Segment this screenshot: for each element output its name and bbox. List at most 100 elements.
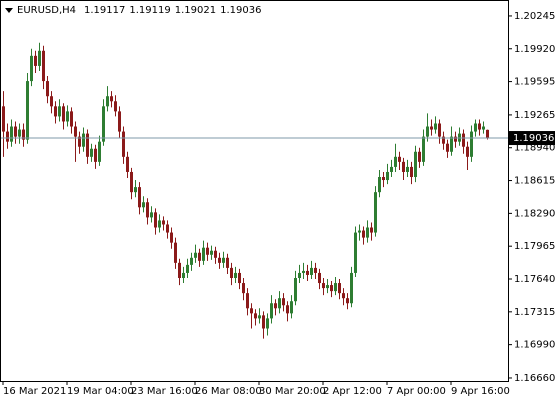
candle-body (482, 126, 485, 130)
candle-body (54, 106, 57, 117)
candle-body (450, 136, 453, 152)
candle-body (206, 247, 209, 255)
candle-body (78, 136, 81, 147)
x-tick-label: 2 Apr 12:00 (323, 386, 382, 397)
candle-body (390, 166, 393, 172)
chart-header: EURUSD,H4 1.19117 1.19119 1.19021 1.19036 (17, 5, 261, 16)
candle-body (394, 156, 397, 167)
price-tag (509, 131, 555, 146)
x-tick-label: 30 Mar 20:00 (259, 386, 326, 397)
candle-body (386, 171, 389, 181)
candle-body (190, 257, 193, 265)
y-tick-label: 1.19265 (514, 110, 555, 121)
candle-body (90, 148, 93, 157)
candle-body (138, 187, 141, 208)
candle-body (306, 270, 309, 275)
candle-body (22, 129, 25, 140)
y-tick-label: 1.19920 (514, 44, 555, 55)
candle-body (118, 111, 121, 132)
candle-body (434, 123, 437, 130)
y-tick-label: 1.20245 (514, 11, 555, 22)
candle-body (430, 126, 433, 130)
y-tick-label: 1.18940 (514, 143, 555, 154)
candle-body (6, 131, 9, 142)
candle-body (310, 267, 313, 275)
candle-body (122, 131, 125, 157)
candle-body (218, 257, 221, 263)
high: 1.19119 (129, 5, 170, 16)
candle-body (114, 101, 117, 112)
candle-body (290, 301, 293, 314)
candle-body (366, 227, 369, 238)
candle-body (418, 151, 421, 162)
candle-body (346, 298, 349, 304)
candle-body (186, 264, 189, 273)
candle-body (410, 166, 413, 178)
candle-body (378, 177, 381, 193)
candle-body (162, 220, 165, 225)
menu-arrow (5, 8, 13, 13)
x-tick-label: 16 Mar 2021 (3, 386, 66, 397)
y-tick-label: 1.18615 (514, 176, 555, 187)
candle-body (214, 250, 217, 258)
candle-body (158, 220, 161, 228)
candle-body (2, 106, 5, 132)
candle-body (106, 96, 109, 107)
candle-body (374, 192, 377, 233)
candle-body (62, 106, 65, 122)
candle-body (238, 272, 241, 284)
candle-body (82, 133, 85, 147)
candle-body (198, 252, 201, 261)
candle-body (58, 106, 61, 117)
low: 1.19021 (175, 5, 216, 16)
candle-body (278, 298, 281, 309)
candle-body (222, 257, 225, 263)
candle-body (14, 126, 17, 137)
candle-body (286, 305, 289, 314)
candle-body (294, 277, 297, 302)
candle-body (110, 96, 113, 102)
candle-body (154, 212, 157, 228)
candle-body (150, 212, 153, 218)
candle-body (66, 111, 69, 122)
candle-body (74, 126, 77, 137)
candle-body (130, 171, 133, 193)
candle-body (326, 285, 329, 289)
candle-body (274, 303, 277, 309)
open: 1.19117 (84, 5, 125, 16)
candle-body (314, 267, 317, 273)
candle-body (146, 202, 149, 218)
candle-body (102, 106, 105, 142)
candle-body (466, 146, 469, 157)
candle-body (250, 308, 253, 314)
y-tick-label: 1.17640 (514, 274, 555, 285)
candle-body (338, 283, 341, 294)
y-tick-label: 1.17315 (514, 307, 555, 318)
candle-body (226, 257, 229, 268)
candle-body (406, 166, 409, 172)
candle-body (10, 126, 13, 142)
candle-body (266, 318, 269, 329)
candle-body (18, 129, 21, 137)
candle-body (442, 136, 445, 144)
candle-body (142, 202, 145, 208)
candle-body (426, 126, 429, 137)
candle-body (446, 143, 449, 152)
candle-body (86, 133, 89, 157)
candle-body (342, 293, 345, 299)
candle-body (270, 303, 273, 319)
y-tick-label: 1.16990 (514, 340, 555, 351)
candle-body (42, 50, 45, 82)
candle-body (478, 123, 481, 130)
candle-body (46, 81, 49, 97)
candle-body (354, 232, 357, 273)
candle-body (322, 283, 325, 289)
price-tag-label: 1.19036 (513, 133, 554, 144)
candle-body (298, 272, 301, 278)
symbol: EURUSD,H4 (17, 5, 76, 16)
candle-body (282, 298, 285, 306)
candle-body (34, 55, 37, 66)
candle-body (350, 272, 353, 304)
